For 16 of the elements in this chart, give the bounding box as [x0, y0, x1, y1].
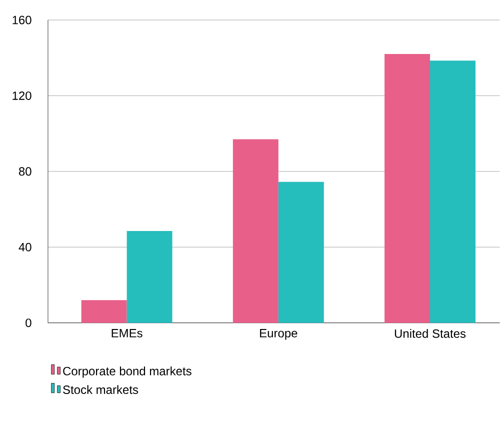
y-tick-label: 80	[18, 167, 32, 176]
y-tick-label: 160	[12, 16, 32, 24]
bar	[430, 60, 476, 323]
bar	[81, 300, 127, 323]
x-tick-label: Europe	[260, 329, 298, 340]
bar	[126, 231, 172, 323]
x-tick-label: United States	[394, 329, 466, 338]
y-tick-label: 0	[26, 318, 32, 328]
bar	[278, 182, 324, 323]
bar	[384, 54, 430, 323]
x-tick-label: EMEs	[112, 329, 142, 338]
y-tick-label: 40	[18, 242, 32, 252]
legend-label: Corporate bond markets	[63, 366, 192, 378]
y-tick-label: 120	[12, 92, 32, 100]
bar	[232, 139, 278, 323]
legend-label: Stock markets	[63, 385, 138, 394]
